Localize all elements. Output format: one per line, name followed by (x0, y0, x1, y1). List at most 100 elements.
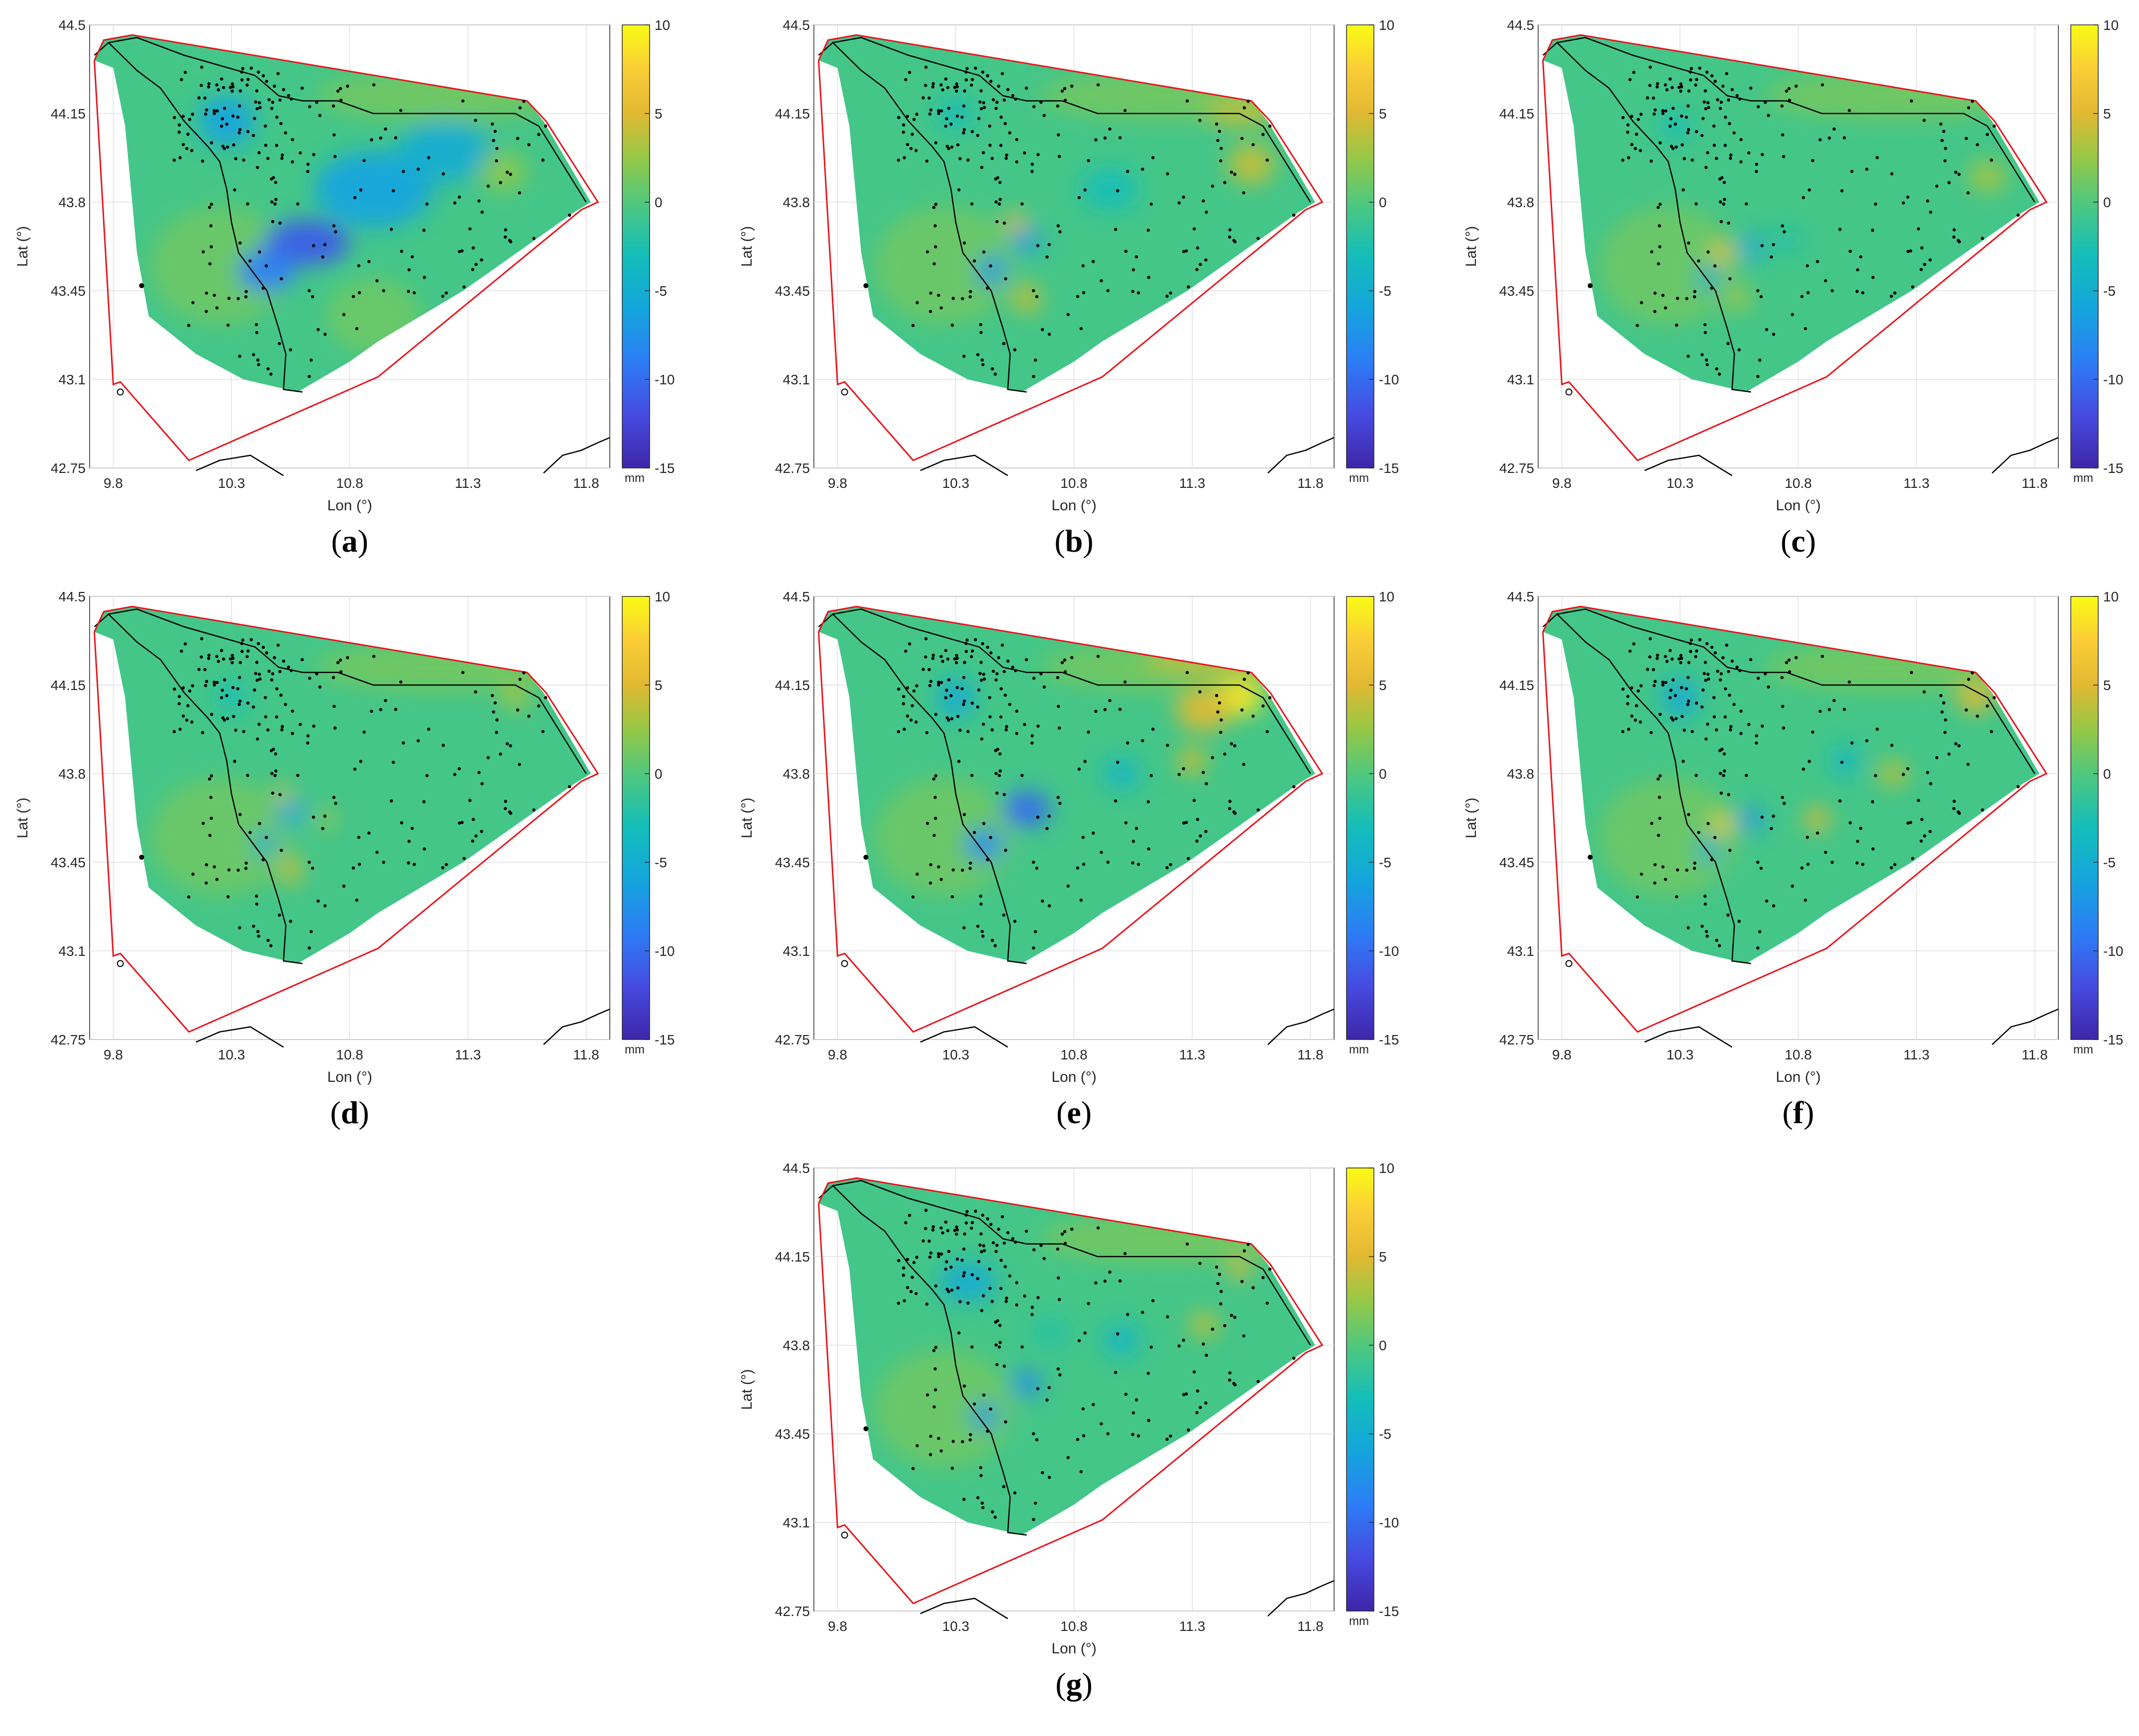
lat-tick-label: 43.1 (783, 372, 810, 387)
panel-label: (g) (1055, 1666, 1093, 1702)
anomaly-3 (1175, 690, 1233, 731)
lat-tick-label: 43.8 (783, 1338, 810, 1353)
land-border (1557, 37, 2035, 203)
colorbar-unit: mm (1349, 1615, 1369, 1628)
lon-tick-label: 9.8 (828, 475, 847, 491)
lat-tick-label: 44.5 (783, 1160, 810, 1176)
panel-b: 9.8 10.3 10.8 11.3 11.8 44.5 44.15 43.8 43.45 43.… (739, 0, 1496, 568)
colorbar-tick-label: 5 (1379, 678, 1387, 693)
colorbar-tick-label: -10 (1379, 943, 1399, 959)
lon-tick-label: 10.8 (1785, 1047, 1812, 1062)
study-area-boundary (94, 605, 599, 1033)
stations (863, 65, 1296, 378)
lon-tick-label: 9.8 (1552, 475, 1572, 491)
panel-label: (a) (331, 523, 368, 559)
anomaly-4 (501, 685, 530, 710)
study-area-boundary (94, 34, 599, 462)
anomaly-4 (1956, 682, 1995, 713)
panel-label: (c) (1780, 523, 1816, 559)
anomaly-4 (198, 96, 255, 147)
lon-tick-label: 10.3 (942, 475, 970, 491)
y-axis-label: Lat (°) (739, 1369, 755, 1410)
x-axis-label: Lon (°) (327, 1069, 372, 1085)
lat-tick-label: 43.1 (783, 943, 810, 959)
panel-letter: g (1066, 1666, 1082, 1702)
lat-tick-label: 44.15 (775, 106, 810, 121)
lon-tick-label: 11.8 (1297, 1619, 1323, 1634)
anomaly-0 (1013, 227, 1041, 253)
x-axis-label: Lon (°) (1051, 1640, 1096, 1657)
colorbar-tick-label: -15 (1379, 461, 1399, 476)
lat-tick-label: 42.75 (775, 1604, 810, 1619)
anomaly-2 (1003, 212, 1027, 233)
x-axis-label: Lon (°) (1051, 1069, 1096, 1085)
anomaly-0 (1710, 814, 1735, 834)
anomaly-0 (1013, 1370, 1041, 1396)
anomaly-5 (317, 809, 336, 829)
map-plot-b: 9.8 10.3 10.8 11.3 11.8 44.5 44.15 43.8 43.45 43.… (739, 17, 1399, 514)
panel-e: 9.8 10.3 10.8 11.3 11.8 44.5 44.15 43.8 43.45 43.… (739, 572, 1496, 1139)
x-axis-label: Lon (°) (1051, 497, 1096, 514)
displacement-field (94, 35, 591, 392)
colorbar (1346, 24, 1374, 468)
anomaly-2 (939, 1262, 996, 1302)
lon-tick-label: 11.3 (1904, 475, 1929, 491)
lat-tick-label: 43.1 (59, 943, 86, 959)
colorbar (622, 24, 650, 468)
colorbar-unit: mm (2073, 471, 2093, 485)
lat-tick-label: 43.45 (51, 283, 86, 299)
colorbar-unit: mm (2073, 1043, 2093, 1056)
lat-tick-label: 44.15 (1499, 678, 1534, 693)
lon-tick-label: 10.3 (942, 1619, 970, 1634)
colorbar (622, 596, 650, 1040)
anomaly-6 (1102, 758, 1140, 789)
lon-tick-label: 9.8 (828, 1047, 847, 1062)
anomaly-5 (1879, 761, 1907, 787)
stations (863, 1208, 1296, 1521)
colorbar-tick-label: 5 (2103, 106, 2111, 121)
lon-tick-label: 10.8 (1785, 475, 1812, 491)
stations (1587, 637, 2020, 950)
lon-tick-label: 11.8 (573, 475, 599, 491)
anomaly-3 (1228, 1259, 1251, 1279)
panel-g: 9.8 10.3 10.8 11.3 11.8 44.5 44.15 43.8 43.45 43.… (739, 1143, 1496, 1711)
panel-label: (f) (1782, 1095, 1814, 1130)
colorbar-tick-label: -5 (655, 283, 667, 299)
colorbar-tick-label: -5 (1379, 283, 1391, 299)
colorbar-tick-label: -10 (655, 943, 675, 959)
map-plot-a: 9.8 10.3 10.8 11.3 11.8 44.5 44.15 43.8 43.45 43.… (14, 17, 675, 514)
colorbar-tick-label: 0 (2103, 766, 2111, 782)
panel-f: 9.8 10.3 10.8 11.3 11.8 44.5 44.15 43.8 43.45 43.… (1463, 572, 2139, 1139)
anomaly-0 (264, 220, 350, 266)
anomaly-2 (274, 784, 293, 804)
panel-letter: d (340, 1095, 359, 1130)
lon-tick-label: 10.3 (1667, 475, 1694, 491)
lat-tick-label: 43.1 (783, 1515, 810, 1530)
panel-letter: b (1065, 523, 1083, 559)
anomaly-7 (937, 98, 975, 129)
coastline (818, 613, 1027, 964)
lat-tick-label: 43.45 (775, 1426, 810, 1442)
anomaly-6 (1661, 111, 1689, 141)
anomaly-2 (1696, 837, 1720, 862)
lon-tick-label: 10.8 (336, 1047, 363, 1062)
lat-tick-label: 42.75 (775, 461, 810, 476)
coastline (94, 613, 303, 964)
lat-tick-label: 44.5 (59, 17, 86, 33)
colorbar-tick-label: -10 (2103, 943, 2123, 959)
anomaly-4 (1228, 144, 1275, 185)
y-axis-label: Lat (°) (739, 798, 755, 838)
colorbar-tick-label: 5 (1379, 106, 1387, 121)
study-area-boundary (818, 605, 1324, 1033)
land-border (1557, 608, 2035, 774)
land-border (108, 37, 587, 203)
anomaly-0 (1710, 242, 1735, 263)
anomaly-7 (1831, 746, 1860, 777)
displacement-field (1543, 606, 2039, 964)
lon-tick-label: 11.8 (1297, 475, 1323, 491)
lon-tick-label: 11.8 (2022, 475, 2047, 491)
land-border (108, 608, 587, 774)
lat-tick-label: 44.5 (59, 589, 86, 604)
lon-tick-label: 11.3 (1179, 475, 1205, 491)
